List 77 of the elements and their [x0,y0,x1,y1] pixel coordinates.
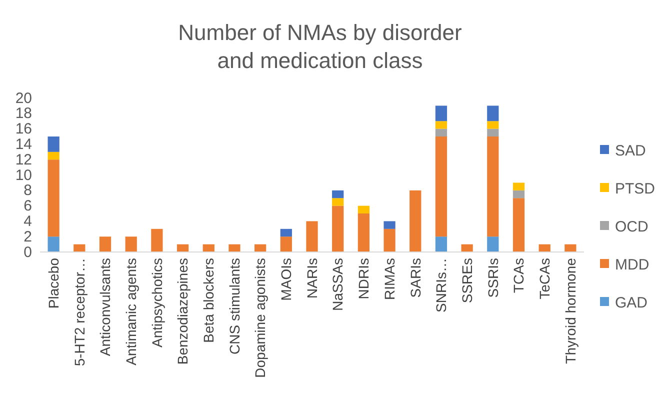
bar [358,214,370,252]
bar [254,244,266,252]
bar [151,228,163,252]
x-tick-label: MAOIs [278,258,294,301]
y-tick-label: 18 [15,105,32,122]
x-tick-label: SSRIs [484,258,501,298]
bar [487,121,499,129]
y-tick-label: 0 [24,244,32,261]
x-tick-label: Benzodiazepines [174,258,191,365]
legend-label: PTSD [615,180,656,198]
bar [176,244,189,252]
bar [306,221,318,252]
bar [461,244,473,252]
bar [202,244,214,252]
bar [48,152,60,160]
bar [74,244,86,252]
bar [280,236,292,252]
legend-label: OCD [615,218,648,236]
x-tick-label: 5-HT2 receptor… [71,258,88,366]
legend-label: SAD [615,142,646,160]
x-tick-label: SSREs [458,258,475,304]
bar [435,136,448,237]
x-tick-label: RIMAs [381,258,398,300]
x-tick-label: SNRIs… [433,258,450,312]
bar [99,236,112,252]
legend-label: MDD [615,256,650,274]
bar [48,236,60,252]
bar [280,228,292,237]
bar [332,206,344,252]
x-tick-label: Antimanic agents [122,258,139,366]
y-tick-label: 10 [15,166,32,184]
y-tick-label: 8 [24,182,32,200]
bar [435,106,448,122]
bar [538,244,550,252]
chart-title: Number of NMAs by disorder and medication class [178,20,462,73]
bar [332,198,344,206]
x-tick-label: NARIs [304,258,320,298]
x-tick-label: Placebo [45,258,62,309]
bar [487,128,499,136]
x-tick-label: Anticonvulsants [97,258,114,356]
x-tick-label: NDRIs [356,258,372,300]
x-tick-label: SARIs [407,258,424,298]
x-tick-label: Beta blockers [200,258,217,343]
y-tick-label: 12 [15,151,32,168]
bar [564,244,576,252]
bar [48,136,60,152]
bar [384,228,396,252]
x-tick-label: Antipsychotics [148,258,165,348]
x-tick-label: Dopamine agonists [252,258,268,378]
bar [358,206,370,214]
bar [48,160,60,237]
legend-label: GAD [615,294,648,312]
bar [487,136,499,237]
y-tick-label: 4 [24,213,32,230]
bar [435,128,448,136]
bar [512,190,525,198]
y-tick-label: 6 [24,198,32,215]
y-tick-label: 16 [15,120,32,138]
bar [512,198,525,252]
bar [487,236,499,252]
bar [125,236,137,252]
bar [435,236,448,252]
y-tick-label: 14 [15,136,32,153]
bar [435,121,448,129]
bar [228,244,240,252]
x-tick-label: TCAs [510,258,527,293]
y-tick-label: 2 [24,228,32,246]
bar [487,106,499,122]
x-tick-label: Thyroid hormone [562,258,578,364]
bar [384,221,396,229]
x-tick-label: NaSSAs [330,258,346,311]
x-tick-label: TeCAs [536,258,552,300]
bar [512,182,525,190]
y-tick-label: 20 [15,90,32,107]
x-tick-label: CNS stimulants [226,258,242,354]
bar [332,190,344,198]
bar [410,190,422,252]
